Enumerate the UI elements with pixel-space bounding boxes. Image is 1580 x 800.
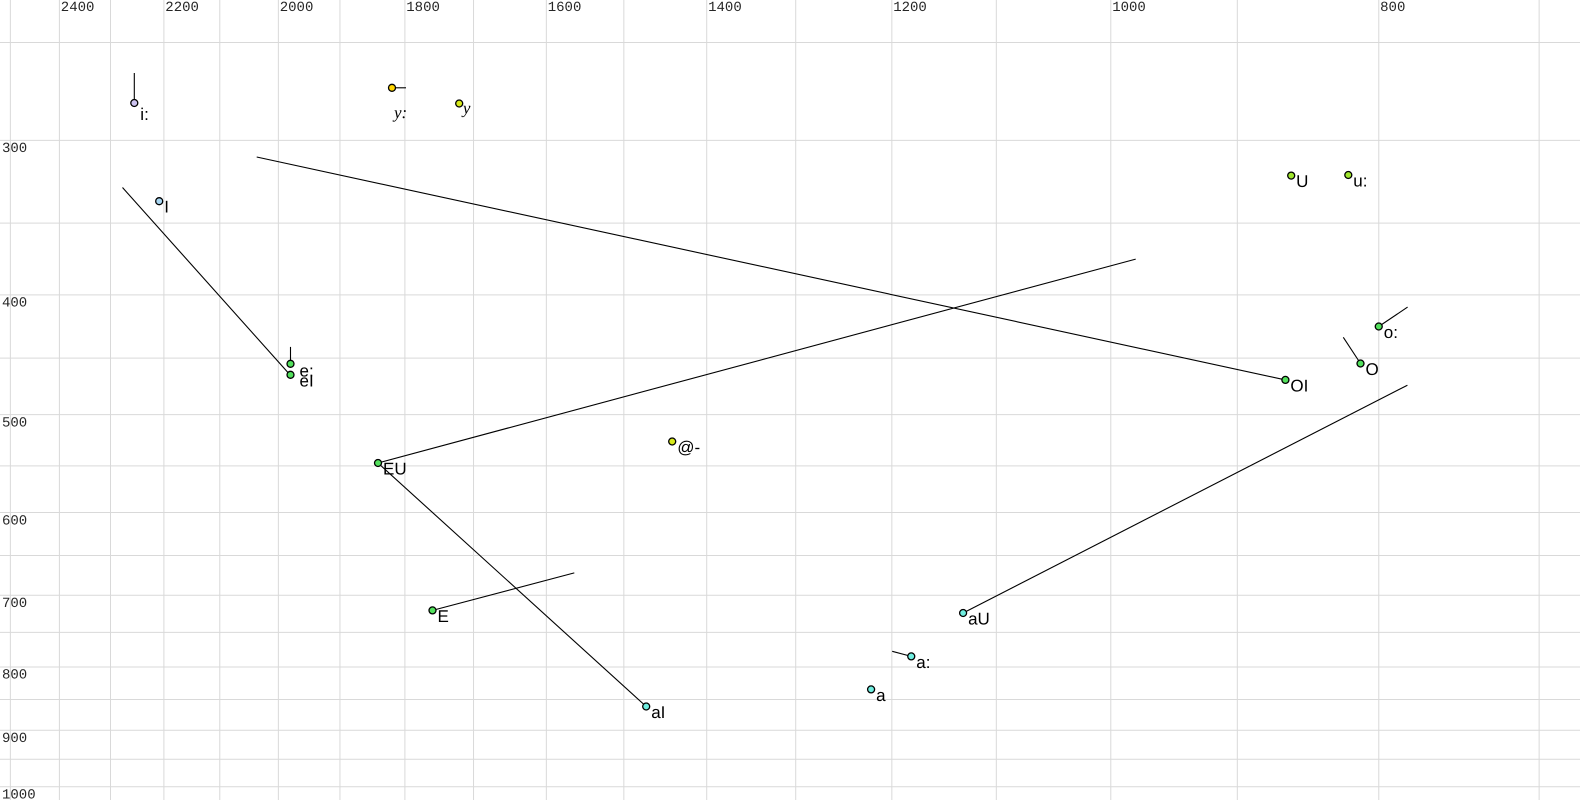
svg-text:y: y	[461, 98, 471, 117]
svg-text:I: I	[164, 198, 169, 217]
svg-text:1400: 1400	[708, 0, 742, 16]
svg-text:U: U	[1296, 172, 1308, 191]
svg-text:1200: 1200	[893, 0, 927, 16]
svg-text:O: O	[1366, 360, 1379, 379]
svg-text:500: 500	[2, 415, 27, 431]
svg-text:1800: 1800	[406, 0, 440, 16]
svg-text:aU: aU	[968, 610, 990, 629]
svg-text:@-: @-	[677, 438, 700, 457]
svg-text:1600: 1600	[548, 0, 582, 16]
svg-text:EU: EU	[383, 460, 407, 479]
svg-text:900: 900	[2, 731, 27, 747]
svg-text:800: 800	[1380, 0, 1405, 16]
svg-text:1000: 1000	[1112, 0, 1146, 16]
svg-text:400: 400	[2, 296, 27, 312]
svg-text:1000: 1000	[2, 788, 36, 800]
svg-text:a: a	[876, 686, 886, 705]
svg-text:300: 300	[2, 141, 27, 157]
svg-text:E: E	[438, 607, 449, 626]
svg-text:800: 800	[2, 668, 27, 684]
svg-text:o:: o:	[1384, 323, 1398, 342]
svg-text:u:: u:	[1353, 172, 1367, 191]
svg-text:600: 600	[2, 513, 27, 529]
svg-text:700: 700	[2, 596, 27, 612]
svg-text:aI: aI	[651, 703, 665, 722]
svg-text:i:: i:	[140, 105, 149, 124]
svg-text:a:: a:	[916, 653, 930, 672]
svg-text:2200: 2200	[165, 0, 199, 16]
svg-text:2000: 2000	[280, 0, 314, 16]
svg-text:eI: eI	[300, 372, 314, 391]
svg-text:OI: OI	[1290, 376, 1308, 395]
svg-text:2400: 2400	[61, 0, 95, 16]
svg-text:y:: y:	[392, 103, 407, 122]
